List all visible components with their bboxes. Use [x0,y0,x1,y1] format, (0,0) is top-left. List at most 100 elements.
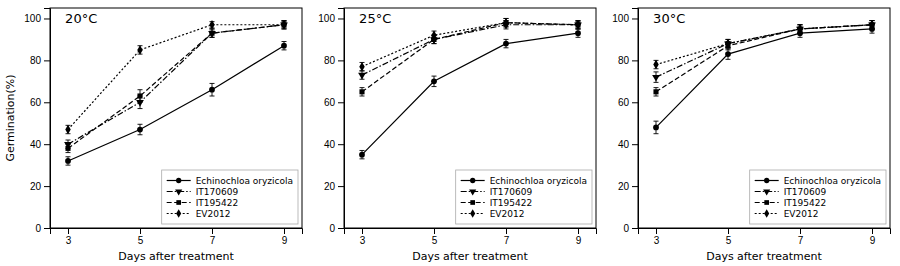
marker [137,127,143,133]
x-tick: 7 [504,228,510,246]
x-tick: 7 [798,228,804,246]
error-bar [66,144,71,152]
error-bar [654,60,659,68]
y-tick-label: 20 [30,181,42,192]
y-tick-mark [632,18,638,19]
legend-frame [162,170,298,224]
x-tick-mark [140,228,141,234]
marker [725,39,730,48]
x-axis-line [639,229,891,235]
legend-label: EV2012 [490,209,525,219]
x-tick-mark [434,228,435,234]
y-tick-mark [44,144,50,145]
error-bar [210,29,215,37]
legend-label: IT170609 [490,187,533,197]
y-tick-label: 0 [623,223,629,234]
legend-label: Echinochloa oryzicola [196,176,293,186]
y-tick-mark [44,60,50,61]
y-tick: 60 [618,97,638,108]
panel: 357902040608010020°CDays after treatment… [4,8,303,263]
marker [503,41,509,47]
legend-frame [750,170,886,224]
error-bar [726,49,731,59]
y-tick-label: 40 [30,139,42,150]
x-tick: 3 [654,228,660,246]
x-tick-mark [656,228,657,234]
legend-item: Echinochloa oryzicola [755,176,881,186]
marker [653,125,659,131]
plot-area [652,20,876,134]
y-tick: 100 [612,13,638,24]
error-bar [360,150,365,158]
marker [652,75,660,82]
error-bar [576,29,581,37]
marker [431,78,437,84]
legend: Echinochloa oryzicolaIT170609IT195422EV2… [456,170,592,224]
legend-swatch-marker [469,189,476,195]
y-tick-mark [632,60,638,61]
series [359,18,580,96]
plot-area [64,20,288,165]
series [64,21,288,149]
legend-item: IT195422 [755,198,827,208]
marker [359,62,364,71]
legend-item: Echinochloa oryzicola [461,176,587,186]
panel-title: 25°C [359,11,391,26]
marker [503,18,508,27]
marker [209,20,214,29]
series [653,25,875,134]
error-bar [726,39,731,47]
series [653,20,874,69]
y-tick: 20 [30,181,50,192]
legend-item: IT170609 [461,187,533,197]
marker [281,43,287,49]
error-bar [360,88,365,96]
marker [869,20,874,29]
legend-label: EV2012 [784,209,819,219]
y-tick: 40 [324,139,344,150]
y-tick-label: 40 [618,139,630,150]
plot-area [358,18,582,159]
legend-item: IT170609 [755,187,827,197]
panel-title: 20°C [65,11,97,26]
x-tick: 9 [576,228,582,246]
error-bar [210,29,215,37]
panel-title: 30°C [653,11,685,26]
legend-swatch-marker [176,178,181,183]
marker [797,24,802,33]
x-tick-mark [800,228,801,234]
legend-label: IT195422 [784,198,827,208]
y-tick: 80 [618,55,638,66]
plot-frame [50,8,302,228]
error-bar [432,76,437,86]
marker [137,45,142,54]
x-axis-line [51,229,303,235]
legend-swatch-marker [470,200,475,205]
y-axis: 020406080100 [612,9,638,234]
series-line [362,23,578,92]
y-tick: 0 [329,223,344,234]
x-tick-mark [728,228,729,234]
marker [359,152,365,158]
series-line [68,25,284,130]
x-tick-mark [362,228,363,234]
error-bar [798,25,803,33]
error-bar [432,31,437,39]
legend-label: IT195422 [196,198,239,208]
error-bar [282,21,287,29]
x-tick-mark [68,228,69,234]
legend-item: IT170609 [167,187,239,197]
error-bar [798,25,803,33]
legend: Echinochloa oryzicolaIT170609IT195422EV2… [750,170,886,224]
series [653,21,874,96]
series [652,21,876,83]
y-tick-mark [338,144,344,145]
x-tick: 9 [870,228,876,246]
y-tick: 0 [35,223,50,234]
x-tick-label: 5 [726,235,732,246]
error-bar [66,125,71,133]
y-tick: 20 [324,181,344,192]
y-tick-label: 80 [324,55,336,66]
error-bar [726,39,731,47]
y-tick-mark [338,60,344,61]
